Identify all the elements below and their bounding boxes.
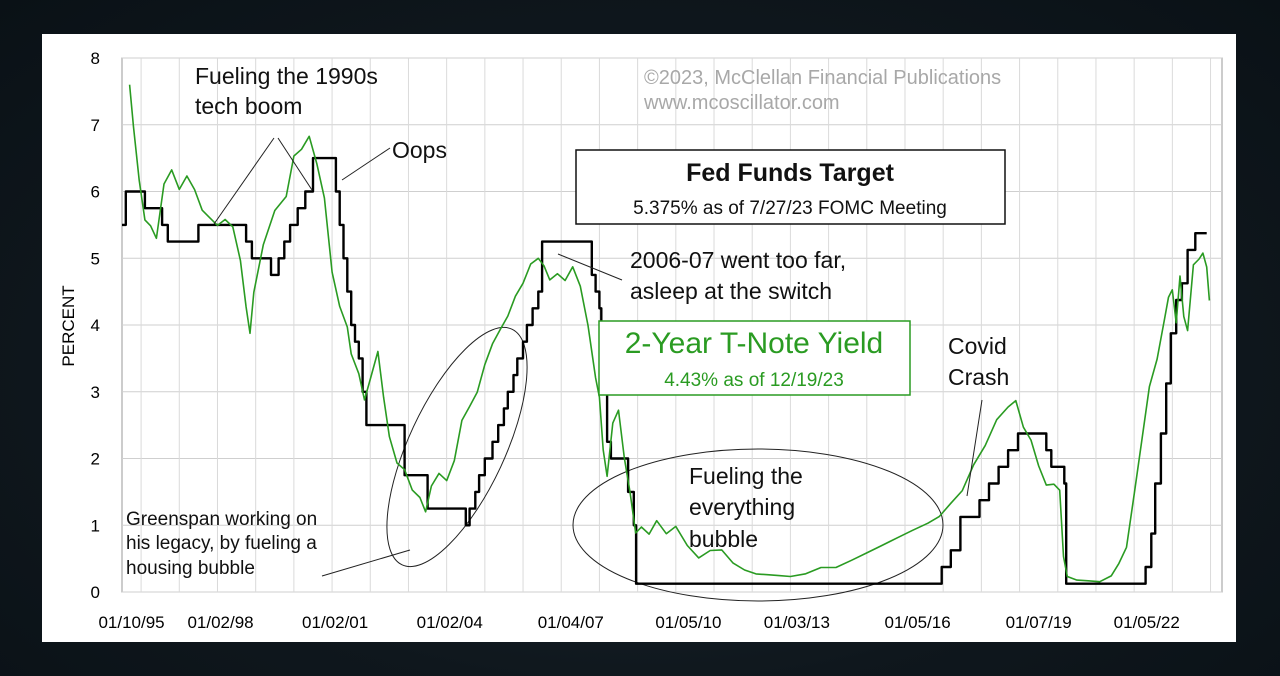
fed-funds-box <box>575 149 1006 225</box>
y-tick-label: 2 <box>91 450 100 469</box>
fed-funds-series-line <box>122 156 1207 585</box>
y-tick-label: 5 <box>91 249 100 268</box>
greenspan-label-line-3: housing bubble <box>126 558 255 579</box>
x-tick-label: 01/05/16 <box>884 613 950 632</box>
y-tick-label: 4 <box>91 316 100 335</box>
too-far-label-line-2: asleep at the switch <box>630 278 832 304</box>
fed-funds-box-title: Fed Funds Target <box>686 159 895 187</box>
oops-label: Oops <box>392 137 447 163</box>
fed-funds-box-subtitle: 5.375% as of 7/27/23 FOMC Meeting <box>633 198 947 219</box>
tech-boom-label-line-1: Fueling the 1990s <box>195 63 378 89</box>
tnote-box-subtitle: 4.43% as of 12/19/23 <box>664 370 844 391</box>
x-tick-label: 01/05/10 <box>655 613 721 632</box>
copyright-line-1: ©2023, McClellan Financial Publications <box>644 67 1001 89</box>
x-tick-label: 01/03/13 <box>764 613 830 632</box>
too-far-label-line-1: 2006-07 went too far, <box>630 247 846 273</box>
y-tick-labels: 0 1 2 3 4 5 6 7 8 <box>91 49 100 602</box>
y-tick-label: 0 <box>91 583 100 602</box>
y-tick-label: 8 <box>91 49 100 68</box>
everything-label-line-3: bubble <box>689 526 758 552</box>
series-group <box>122 84 1211 585</box>
chart-panel: 0 1 2 3 4 5 6 7 8 01/10/95 01/02/98 01/02/01 01/02/… <box>42 34 1236 642</box>
y-tick-label: 1 <box>91 516 100 535</box>
covid-label-line-2: Crash <box>948 364 1009 390</box>
y-axis-label: PERCENT <box>59 285 78 366</box>
too-far-pointer <box>557 253 623 281</box>
everything-label-line-2: everything <box>689 494 795 520</box>
tech-boom-label-line-2: tech boom <box>195 93 302 119</box>
tnote-box-title: 2-Year T-Note Yield <box>625 327 884 360</box>
covid-label-line-1: Covid <box>948 333 1007 359</box>
housing-bubble-ellipse <box>386 326 528 568</box>
copyright-line-2: www.mcoscillator.com <box>643 92 840 114</box>
chart-canvas: 0 1 2 3 4 5 6 7 8 01/10/95 01/02/98 01/02/01 01/02/… <box>59 49 1223 632</box>
y-tick-label: 7 <box>91 116 100 135</box>
greenspan-pointer <box>321 549 411 577</box>
grid-lines <box>122 57 1222 593</box>
everything-bubble-ellipse <box>572 448 944 602</box>
y-tick-label: 6 <box>91 183 100 202</box>
greenspan-label-line-2: his legacy, by fueling a <box>126 533 317 554</box>
x-tick-label: 01/02/04 <box>417 613 483 632</box>
tnote-box <box>598 320 911 396</box>
tech-boom-pointer-1 <box>213 137 275 225</box>
x-tick-label: 01/10/95 <box>98 613 164 632</box>
x-tick-label: 01/02/01 <box>302 613 368 632</box>
greenspan-label-line-1: Greenspan working on <box>126 509 317 530</box>
x-tick-label: 01/02/98 <box>187 613 253 632</box>
oops-pointer <box>341 147 391 181</box>
tech-boom-pointer-2 <box>277 137 313 191</box>
tnote-yield-series-line <box>128 84 1211 583</box>
x-tick-label: 01/05/22 <box>1114 613 1180 632</box>
x-tick-label: 01/07/19 <box>1006 613 1072 632</box>
everything-label-line-1: Fueling the <box>689 463 803 489</box>
y-tick-label: 3 <box>91 383 100 402</box>
covid-pointer <box>966 399 983 497</box>
x-tick-labels: 01/10/95 01/02/98 01/02/01 01/02/04 01/04/07… <box>98 613 1179 632</box>
x-tick-label: 01/04/07 <box>538 613 604 632</box>
